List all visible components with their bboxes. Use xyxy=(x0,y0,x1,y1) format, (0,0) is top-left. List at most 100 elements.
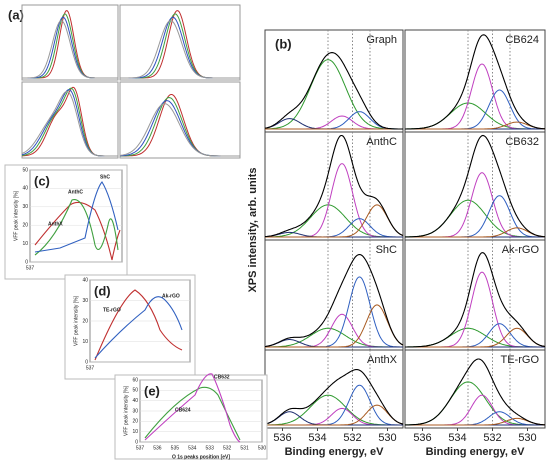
y-tick-label: 50 xyxy=(132,388,138,394)
fit-component xyxy=(265,276,403,348)
curve xyxy=(144,386,241,441)
spectrum xyxy=(21,87,118,157)
spectrum xyxy=(22,20,118,79)
x-tick-label: 536 xyxy=(413,432,431,444)
subplot-frame xyxy=(404,349,546,429)
spectrum xyxy=(21,89,118,157)
curve xyxy=(34,199,119,256)
x-tick-label: 532 xyxy=(223,445,232,451)
x-tick-label: 534 xyxy=(308,432,326,444)
y-tick-label: 0 xyxy=(85,359,88,365)
y-tick-label: 10 xyxy=(22,241,28,247)
subplot-label: TE-rGO xyxy=(501,354,540,366)
y-axis-label: VFF peak intensity [%] xyxy=(123,385,129,436)
envelope xyxy=(405,34,546,130)
subplot-frame xyxy=(119,81,241,159)
fit-component xyxy=(405,195,545,238)
annotation: TE-rGO xyxy=(103,307,121,313)
subplot-frame xyxy=(119,4,241,81)
panel-label: (d) xyxy=(94,283,111,298)
subplot-label: CB632 xyxy=(505,136,539,148)
fit-component xyxy=(264,204,403,238)
fit-component xyxy=(405,323,545,348)
subplot-frame xyxy=(21,81,119,159)
subplot-frame xyxy=(264,131,404,241)
y-axis-label: VFF peak intensity [%] xyxy=(13,190,19,241)
curve xyxy=(94,289,183,361)
fit-component xyxy=(405,63,545,130)
spectrum xyxy=(120,16,240,79)
spectrum xyxy=(21,90,118,157)
y-tick-label: 50 xyxy=(22,167,28,173)
annotation: ShC xyxy=(100,174,110,180)
x-tick-label: 532 xyxy=(483,432,501,444)
curve xyxy=(144,373,241,443)
annotation: CB624 xyxy=(175,407,191,413)
subplot-label: AnthX xyxy=(367,354,398,366)
fit-component xyxy=(265,304,404,348)
subplot-frame xyxy=(404,239,546,351)
y-tick-label: 10 xyxy=(82,339,88,345)
x-tick-label: 537 xyxy=(136,445,145,451)
annotation: CB632 xyxy=(214,374,230,380)
fit-component xyxy=(265,204,404,238)
y-axis-label: XPS intensity, arb. units xyxy=(247,167,259,292)
y-tick-label: 20 xyxy=(132,419,138,425)
x-tick-label: 532 xyxy=(343,432,361,444)
subplot-label: CB624 xyxy=(505,34,539,46)
curve xyxy=(34,181,119,253)
y-tick-label: 20 xyxy=(82,318,88,324)
subplot-frame xyxy=(264,239,404,351)
x-tick-label: 534 xyxy=(448,432,466,444)
spectrum xyxy=(22,13,118,79)
plot-frame xyxy=(4,164,128,280)
fit-component xyxy=(265,404,404,426)
y-tick-label: 60 xyxy=(132,377,138,383)
envelope xyxy=(264,52,403,130)
fit-component xyxy=(265,327,403,348)
fit-component xyxy=(265,313,403,348)
x-tick-label: 536 xyxy=(273,432,291,444)
spectrum xyxy=(120,20,240,79)
x-tick-label: 537 xyxy=(26,265,35,271)
y-tick-label: 0 xyxy=(25,259,28,265)
subplot-frame xyxy=(21,4,119,81)
fit-component xyxy=(265,384,403,426)
envelope xyxy=(264,369,404,425)
y-tick-label: 0 xyxy=(135,439,138,445)
subplot-label: Ak-rGO xyxy=(502,244,540,256)
fit-component xyxy=(405,102,545,130)
fit-component xyxy=(405,327,546,348)
y-tick-label: 20 xyxy=(22,223,28,229)
x-axis-label: Binding energy, eV xyxy=(426,446,525,458)
spectrum xyxy=(119,96,240,157)
subplot-label: AnthC xyxy=(366,136,397,148)
fit-component xyxy=(265,218,403,238)
annotation: Ak-rGO xyxy=(162,293,180,299)
fit-component xyxy=(405,271,545,348)
y-tick-label: 30 xyxy=(82,298,88,304)
x-tick-label: 535 xyxy=(171,445,180,451)
envelope xyxy=(405,358,545,426)
x-tick-label: 537 xyxy=(86,365,95,371)
envelope xyxy=(405,134,545,238)
fit-component xyxy=(405,227,545,238)
envelope xyxy=(264,254,404,348)
x-tick-label: 530 xyxy=(378,432,396,444)
fit-component xyxy=(264,394,403,426)
spectrum xyxy=(119,103,240,157)
x-axis-label: O 1s peaks position [eV] xyxy=(172,454,230,460)
y-tick-label: 30 xyxy=(22,204,28,210)
subplot-label: Graph xyxy=(366,34,397,46)
y-tick-label: 40 xyxy=(132,398,138,404)
panel-label: (c) xyxy=(34,173,50,188)
curve xyxy=(34,201,121,261)
y-axis-label: VFF peak intensity [%] xyxy=(73,295,79,346)
fit-component xyxy=(265,163,403,238)
panel-label: (e) xyxy=(144,383,160,398)
fit-component xyxy=(265,59,403,130)
envelope xyxy=(265,134,404,238)
spectrum xyxy=(21,86,118,157)
fit-component xyxy=(405,394,545,426)
